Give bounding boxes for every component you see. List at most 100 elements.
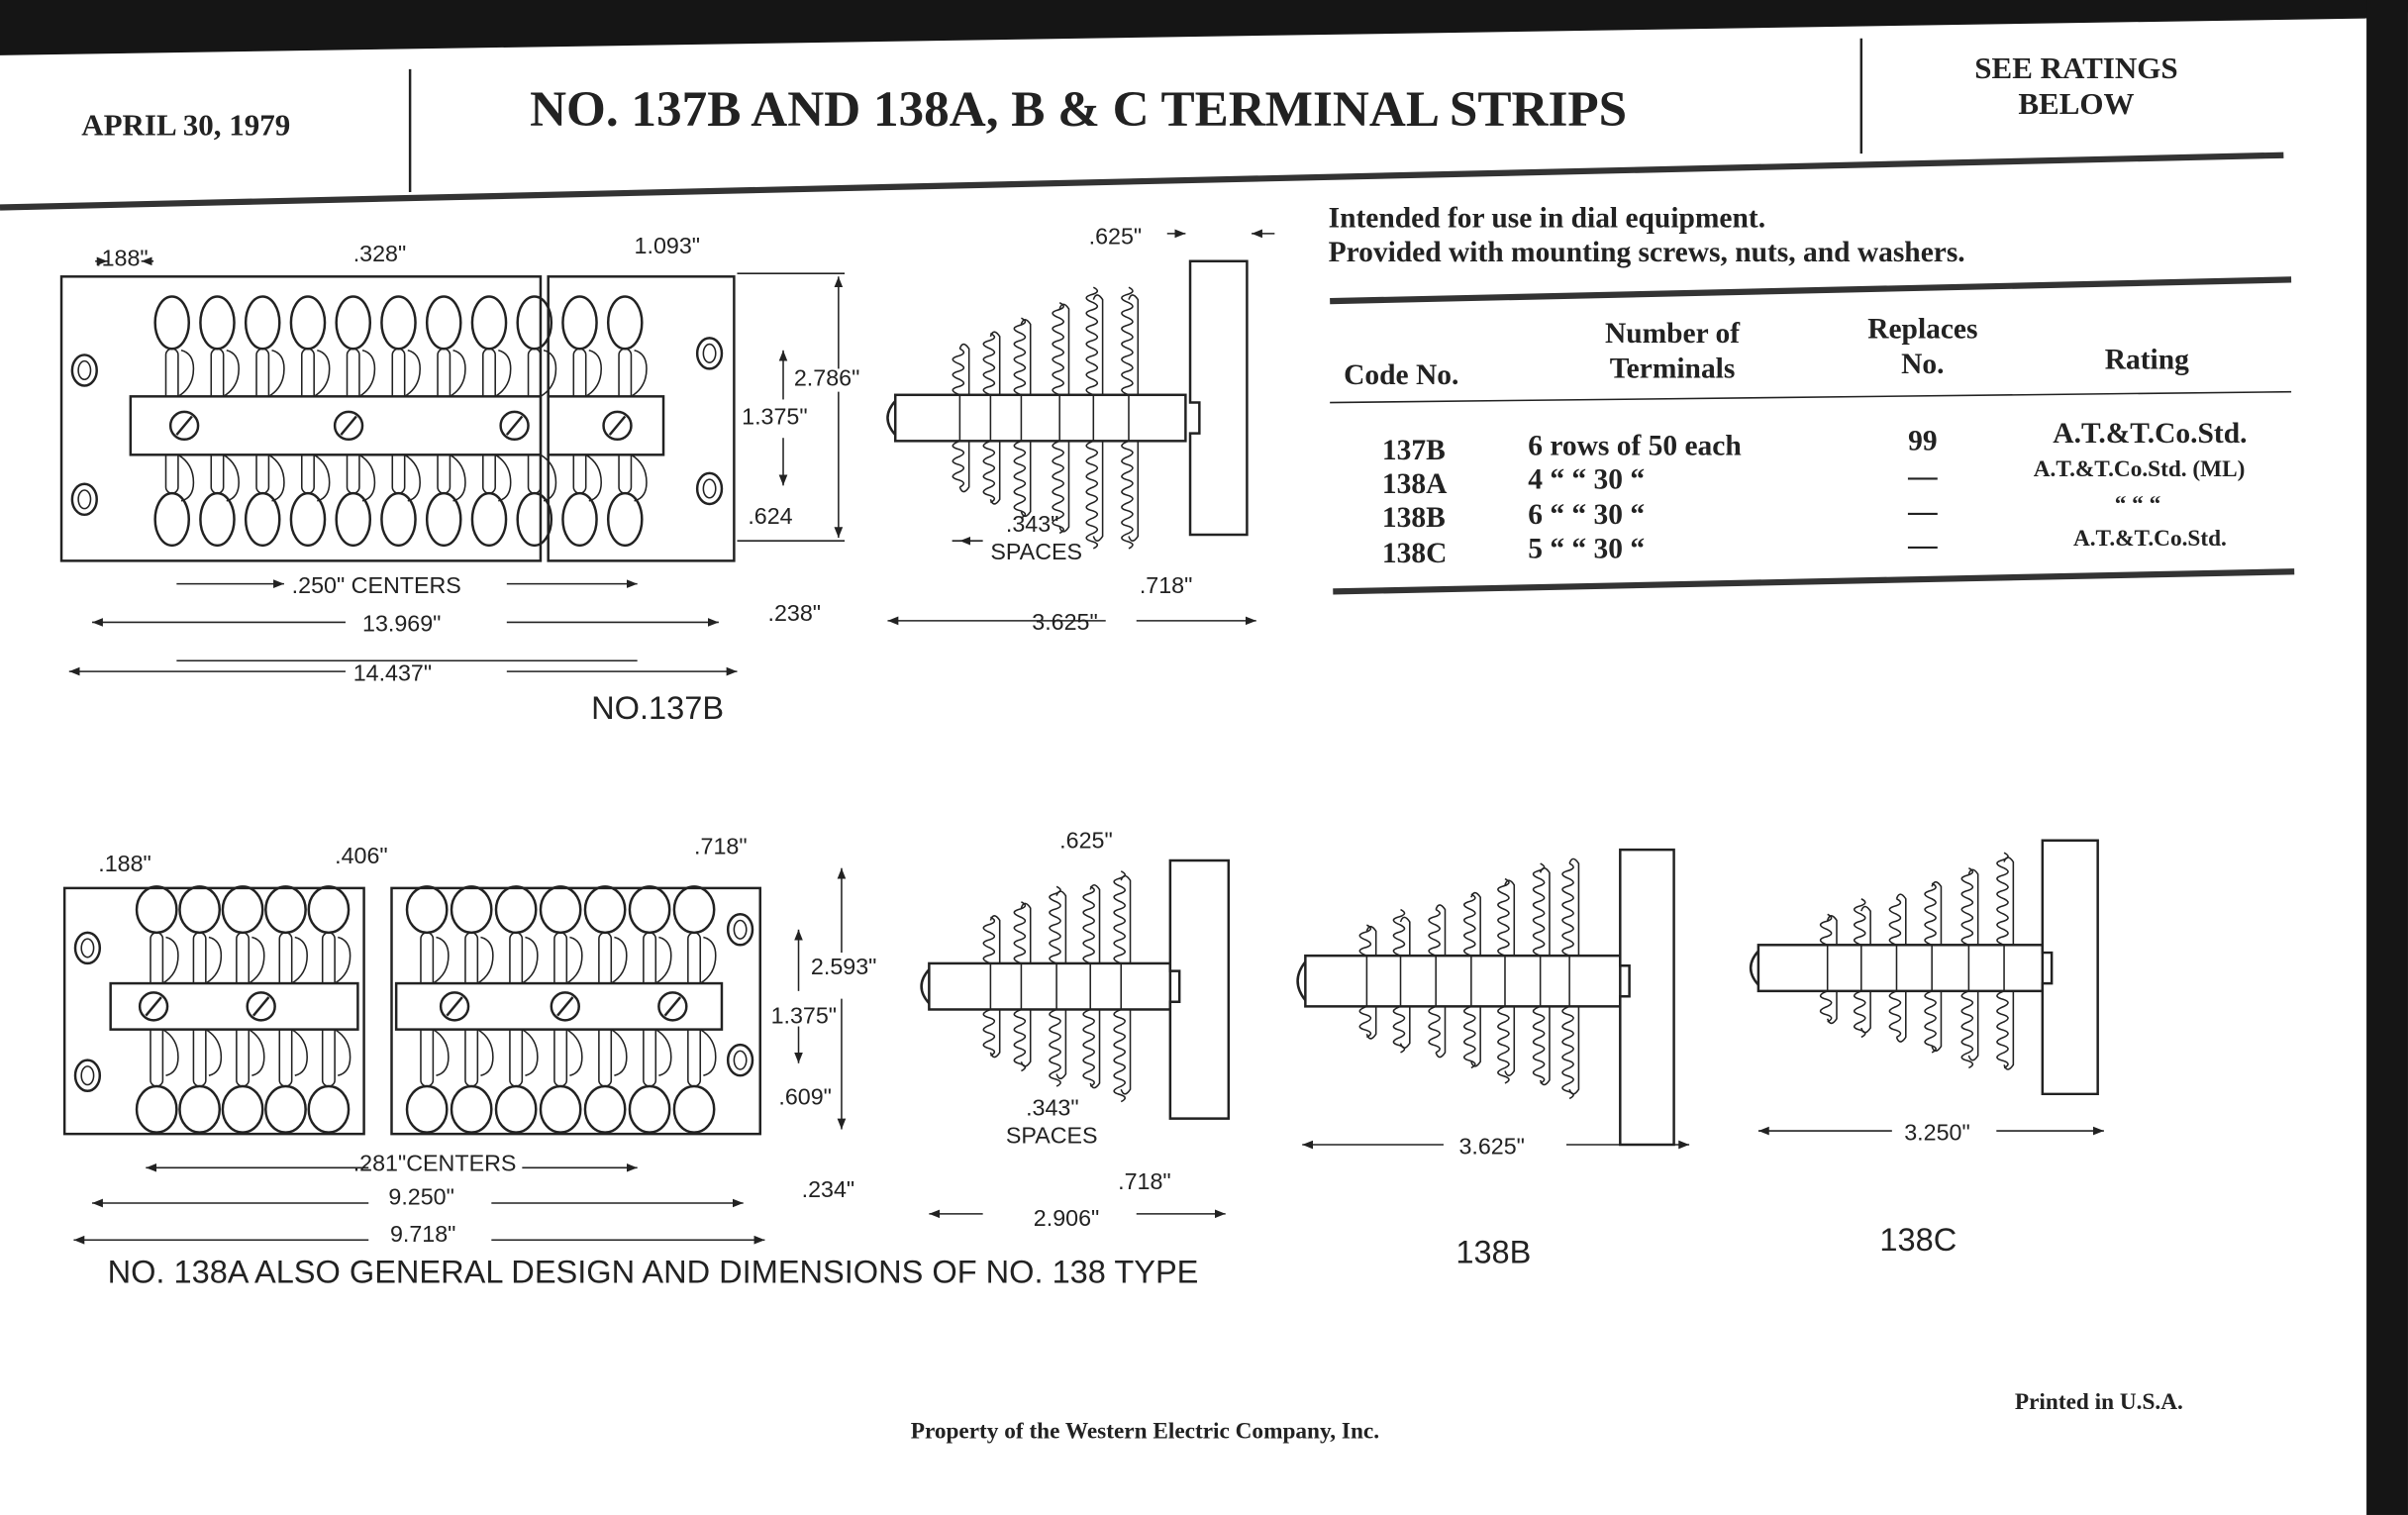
cell-replaces: — (1907, 496, 1938, 528)
terminal-loop (699, 1028, 717, 1076)
terminal-loop (585, 454, 602, 502)
spring-finger (1504, 1006, 1516, 1076)
spring-finger (1020, 318, 1032, 395)
spring-finger (989, 1009, 1001, 1059)
spring-finger (982, 440, 996, 504)
terminal-loop (177, 350, 195, 398)
spring-finger (1435, 904, 1447, 957)
spring-finger (1113, 1008, 1126, 1103)
terminal-loop (162, 1028, 179, 1076)
dim-label: 9.718" (390, 1221, 455, 1247)
spring-finger (1089, 884, 1101, 963)
terminal-loop (585, 350, 602, 398)
spring-finger (1358, 924, 1372, 957)
spring-finger (1931, 880, 1943, 946)
spring-finger (1365, 925, 1377, 957)
mounting-hole-inner (77, 359, 92, 381)
mounting-hole-inner (702, 343, 717, 363)
terminal-loop (450, 350, 466, 398)
terminal-loop (432, 936, 450, 984)
terminal-loop (177, 454, 195, 502)
mounting-rod (1756, 944, 2045, 993)
intro-line1: Intended for use in dial equipment. (1329, 203, 1765, 235)
spring-finger (1055, 890, 1067, 963)
spring-finger (1013, 440, 1027, 519)
table-header-rule (1330, 390, 2292, 404)
spring-finger (1854, 990, 1866, 1039)
terminal-loop (654, 1028, 672, 1076)
drawing-138a-side (920, 858, 1231, 1120)
spring-finger (1399, 1006, 1411, 1050)
spring-finger (958, 343, 970, 395)
dim-label: .281"CENTERS (353, 1150, 517, 1175)
dim-label: .406" (335, 843, 388, 868)
spring-finger (982, 916, 996, 964)
table-row: 137B 6 rows of 50 each 99 A.T.&T.Co.Std. (1382, 418, 2248, 466)
terminal-loop (494, 350, 512, 398)
spring-finger (1128, 441, 1140, 542)
screw-head-icon (657, 991, 688, 1022)
spring-finger (1539, 866, 1551, 957)
th-code: Code No. (1344, 359, 1458, 391)
spring-finger (1888, 990, 1902, 1039)
dim-label: 3.250" (1904, 1119, 1969, 1145)
drawing-138a-front (62, 867, 847, 1245)
spring-finger (1013, 1008, 1027, 1072)
mounting-hole-inner (733, 919, 748, 940)
rod-tip (886, 400, 897, 436)
spring-finger (1020, 441, 1032, 518)
scan-border-top (0, 0, 2408, 55)
clamp-bar (394, 981, 724, 1031)
dim-label: 1.093" (635, 233, 700, 258)
drawing-138a-labels: .188" .406" .718" 2.593" 1.375" .609" .2… (98, 828, 1198, 1290)
spring-finger (1568, 1006, 1580, 1095)
spring-finger (1435, 1006, 1447, 1059)
screw-head-icon (138, 991, 169, 1022)
cell-code: 138B (1382, 502, 1446, 534)
terminal-loop (334, 1028, 351, 1076)
drawing-138c-side (1749, 839, 2099, 1096)
table-row: 138B 6 “ “ 30 “ — “ “ “ (1382, 492, 2160, 535)
terminal-loop (610, 1028, 628, 1076)
screw-slot (145, 996, 162, 1017)
dim-label: .718" (1140, 572, 1193, 598)
spring-finger (1113, 870, 1126, 964)
spring-finger (1085, 286, 1099, 396)
screw-slot (608, 415, 627, 436)
spring-finger (1895, 990, 1907, 1043)
terminal-loop (248, 1028, 265, 1076)
terminal-loop (631, 350, 648, 398)
dim-label: .718" (694, 834, 748, 859)
cell-terminals: 6 rows of 50 each (1528, 430, 1741, 461)
dim-label: .625" (1059, 828, 1113, 854)
ratings-note-line1: SEE RATINGS (1974, 50, 2177, 85)
terminal-loop (205, 936, 223, 984)
screw-slot (340, 415, 357, 436)
terminal-loop (291, 936, 308, 984)
terminal-loop (313, 454, 331, 502)
terminal-loop (334, 936, 351, 984)
table-bottom-rule (1333, 568, 2295, 595)
terminal-loop (540, 350, 557, 398)
spring-finger (1013, 901, 1027, 964)
mounting-hole (726, 913, 754, 947)
spring-finger (1532, 862, 1546, 957)
spring-finger (2003, 990, 2015, 1070)
drawing-137b-labels: .188" .328" 1.093" 2.786" 1.375" .624 .2… (95, 224, 1192, 726)
spring-finger (1049, 885, 1061, 964)
drawing-138b-labels: 3.625" 138B (1455, 1133, 1531, 1269)
drawing-137b-caption: NO.137B (591, 690, 724, 726)
spring-finger (982, 1008, 996, 1057)
cell-rating: A.T.&T.Co.Std. (2053, 418, 2247, 450)
spring-finger (1497, 877, 1510, 957)
drawing-137b-side (886, 259, 1249, 550)
drawing-138a-note: NO. 138A ALSO GENERAL DESIGN AND DIMENSI… (108, 1255, 1199, 1290)
spring-finger (1463, 893, 1476, 957)
spring-finger (1128, 294, 1140, 395)
date: APRIL 30, 1979 (81, 108, 290, 143)
spring-finger (1888, 898, 1902, 947)
mounting-rod (1304, 954, 1622, 1008)
ratings-table: Code No. Number of Terminals Replaces No… (1330, 313, 2295, 595)
dim-label: 14.437" (353, 659, 432, 685)
spring-finger (1539, 1006, 1551, 1086)
